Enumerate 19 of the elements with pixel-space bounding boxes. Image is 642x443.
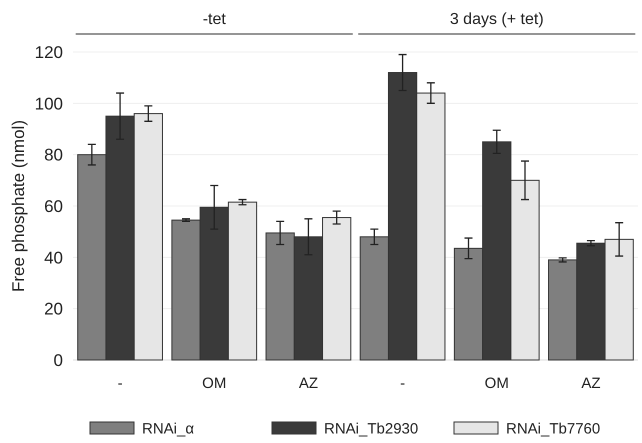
y-tick-label: 0 bbox=[54, 350, 63, 370]
x-tick-label: AZ bbox=[581, 375, 601, 392]
legend-label: RNAi_Tb2930 bbox=[324, 420, 418, 438]
y-tick-label: 100 bbox=[34, 94, 63, 114]
legend-label: RNAi_Tb7760 bbox=[506, 420, 600, 438]
text: -tet bbox=[202, 11, 226, 28]
x-tick-label: OM bbox=[484, 375, 509, 392]
x-tick-label: - bbox=[118, 375, 123, 392]
y-tick-label: 120 bbox=[34, 42, 63, 62]
y-tick-label: 80 bbox=[44, 146, 63, 165]
y-tick-label: 20 bbox=[44, 300, 63, 319]
legend-label: RNAi_α bbox=[142, 420, 194, 438]
x-tick-label: AZ bbox=[298, 375, 318, 392]
text: 3 days (+ tet) bbox=[450, 11, 544, 28]
x-tick-label: - bbox=[400, 375, 406, 392]
y-axis-title: Free phosphate (nmol) bbox=[9, 120, 28, 292]
y-tick-label: 40 bbox=[44, 248, 63, 268]
x-tick-label: OM bbox=[202, 375, 226, 392]
y-tick-label: 60 bbox=[44, 196, 63, 216]
